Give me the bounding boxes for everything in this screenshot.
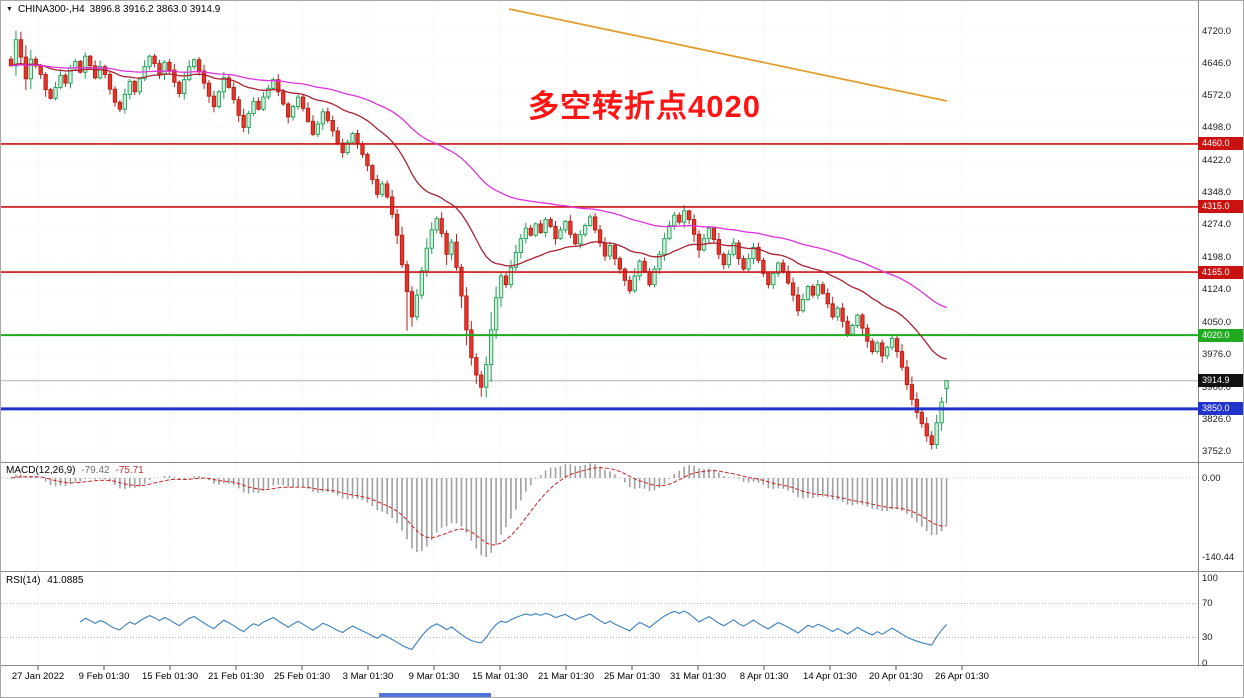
macd-label-row: MACD(12,26,9) -79.42 -75.71 xyxy=(6,465,144,476)
chevron-down-icon[interactable]: ▼ xyxy=(6,5,13,13)
level-price-badge[interactable]: 4460.0 xyxy=(1198,137,1243,151)
symbol-timeframe-label: CHINA300-,H4 xyxy=(17,4,85,15)
ohlc-values: 3896.8 3916.2 3863.0 3914.9 xyxy=(89,4,221,15)
level-price-badge[interactable]: 4020.0 xyxy=(1198,328,1243,342)
annotation-text: 多空转折点4020 xyxy=(528,89,761,124)
symbol-bar: ▼ CHINA300-,H4 3896.8 3916.2 3863.0 3914… xyxy=(6,4,220,15)
current-price-badge: 3914.9 xyxy=(1198,374,1243,388)
level-price-badge[interactable]: 4165.0 xyxy=(1198,265,1243,279)
scrollbar-thumb[interactable] xyxy=(379,693,491,697)
rsi-indicator-label: RSI(14) xyxy=(6,575,41,586)
pane-separator xyxy=(1,665,1243,666)
level-price-badge[interactable]: 4315.0 xyxy=(1198,200,1243,214)
rsi-value: 41.0885 xyxy=(47,575,84,586)
rsi-label-row: RSI(14) 41.0885 xyxy=(6,575,83,586)
macd-main-value: -79.42 xyxy=(81,465,110,476)
level-price-badge[interactable]: 3850.0 xyxy=(1198,402,1243,416)
pane-separator[interactable] xyxy=(1,462,1243,463)
pane-separator[interactable] xyxy=(1,571,1243,572)
macd-indicator-label: MACD(12,26,9) xyxy=(6,465,76,476)
macd-signal-value: -75.71 xyxy=(115,465,144,476)
